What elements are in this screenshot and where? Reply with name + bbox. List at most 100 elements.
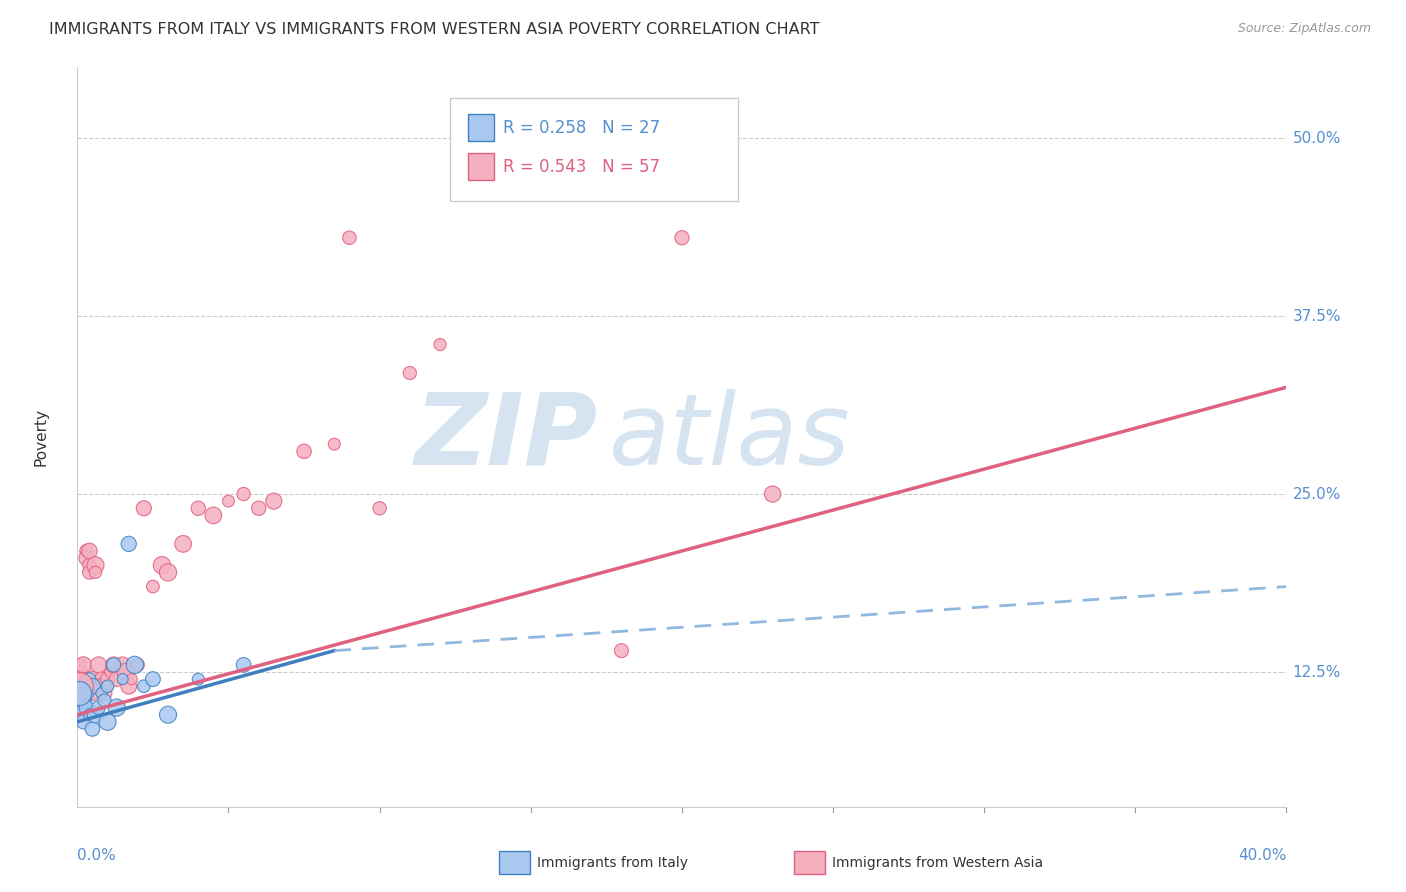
Point bbox=[292, 444, 315, 458]
Point bbox=[202, 508, 225, 523]
Point bbox=[69, 679, 91, 693]
Point bbox=[399, 366, 422, 380]
Point bbox=[232, 487, 254, 501]
Point bbox=[87, 679, 110, 693]
Text: R = 0.258   N = 27: R = 0.258 N = 27 bbox=[503, 119, 661, 136]
Point bbox=[157, 707, 180, 722]
Point bbox=[79, 558, 101, 573]
Point bbox=[84, 566, 107, 580]
Point bbox=[96, 679, 118, 693]
Point bbox=[90, 686, 112, 700]
Point bbox=[96, 679, 118, 693]
Point bbox=[132, 501, 155, 516]
Point bbox=[79, 672, 101, 686]
Point bbox=[72, 657, 94, 672]
Text: 37.5%: 37.5% bbox=[1292, 309, 1341, 324]
Text: IMMIGRANTS FROM ITALY VS IMMIGRANTS FROM WESTERN ASIA POVERTY CORRELATION CHART: IMMIGRANTS FROM ITALY VS IMMIGRANTS FROM… bbox=[49, 22, 820, 37]
Point bbox=[82, 679, 104, 693]
Point bbox=[72, 679, 94, 693]
Point bbox=[157, 566, 180, 580]
Point bbox=[69, 700, 91, 714]
Point bbox=[105, 700, 128, 714]
Point bbox=[263, 494, 285, 508]
Point bbox=[187, 672, 209, 686]
Point bbox=[72, 686, 94, 700]
Point bbox=[93, 693, 115, 707]
Point bbox=[84, 558, 107, 573]
Text: atlas: atlas bbox=[609, 389, 851, 485]
Text: Immigrants from Western Asia: Immigrants from Western Asia bbox=[832, 856, 1043, 871]
Point bbox=[105, 672, 128, 686]
Point bbox=[103, 657, 125, 672]
Text: Source: ZipAtlas.com: Source: ZipAtlas.com bbox=[1237, 22, 1371, 36]
Point bbox=[610, 643, 633, 657]
Point bbox=[232, 657, 254, 672]
Point bbox=[111, 657, 134, 672]
Point bbox=[121, 672, 143, 686]
Point bbox=[127, 657, 149, 672]
Text: 12.5%: 12.5% bbox=[1292, 665, 1341, 680]
Point bbox=[72, 679, 94, 693]
Point bbox=[75, 700, 97, 714]
Point bbox=[72, 679, 94, 693]
Text: R = 0.543   N = 57: R = 0.543 N = 57 bbox=[503, 158, 661, 176]
Point bbox=[172, 537, 194, 551]
Point bbox=[124, 657, 146, 672]
Point bbox=[67, 686, 90, 700]
Point bbox=[218, 494, 240, 508]
Point bbox=[69, 686, 91, 700]
Point bbox=[368, 501, 391, 516]
Point bbox=[69, 665, 91, 679]
Point bbox=[429, 337, 451, 351]
Point bbox=[96, 714, 118, 729]
Point bbox=[72, 693, 94, 707]
Point bbox=[111, 672, 134, 686]
Point bbox=[114, 665, 136, 679]
Point bbox=[82, 722, 104, 736]
Point bbox=[671, 231, 693, 245]
Point bbox=[69, 672, 91, 686]
Point bbox=[75, 544, 97, 558]
Text: 0.0%: 0.0% bbox=[77, 848, 117, 863]
Point bbox=[762, 487, 785, 501]
Point bbox=[82, 686, 104, 700]
Point bbox=[79, 544, 101, 558]
Point bbox=[132, 679, 155, 693]
Point bbox=[79, 707, 101, 722]
Text: 25.0%: 25.0% bbox=[1292, 486, 1341, 501]
Point bbox=[187, 501, 209, 516]
Point bbox=[72, 714, 94, 729]
Point bbox=[69, 707, 91, 722]
Point bbox=[67, 679, 90, 693]
Point bbox=[323, 437, 346, 451]
Point bbox=[150, 558, 173, 573]
Point bbox=[142, 672, 165, 686]
Point bbox=[90, 672, 112, 686]
Point bbox=[75, 551, 97, 566]
Text: 50.0%: 50.0% bbox=[1292, 130, 1341, 145]
Point bbox=[75, 672, 97, 686]
Point bbox=[100, 665, 122, 679]
Point bbox=[142, 580, 165, 594]
Text: 40.0%: 40.0% bbox=[1239, 848, 1286, 863]
Text: Poverty: Poverty bbox=[34, 408, 49, 467]
Point bbox=[90, 679, 112, 693]
Point bbox=[84, 707, 107, 722]
Point bbox=[82, 679, 104, 693]
Point bbox=[118, 679, 141, 693]
Point bbox=[247, 501, 270, 516]
Point bbox=[103, 657, 125, 672]
Point bbox=[118, 537, 141, 551]
Point bbox=[75, 679, 97, 693]
Text: ZIP: ZIP bbox=[415, 389, 598, 485]
Point bbox=[72, 672, 94, 686]
Point bbox=[96, 672, 118, 686]
Text: Immigrants from Italy: Immigrants from Italy bbox=[537, 856, 688, 871]
Point bbox=[93, 686, 115, 700]
Point bbox=[87, 700, 110, 714]
Point bbox=[87, 657, 110, 672]
Point bbox=[79, 566, 101, 580]
Point bbox=[82, 672, 104, 686]
Point bbox=[337, 231, 360, 245]
Point bbox=[75, 686, 97, 700]
